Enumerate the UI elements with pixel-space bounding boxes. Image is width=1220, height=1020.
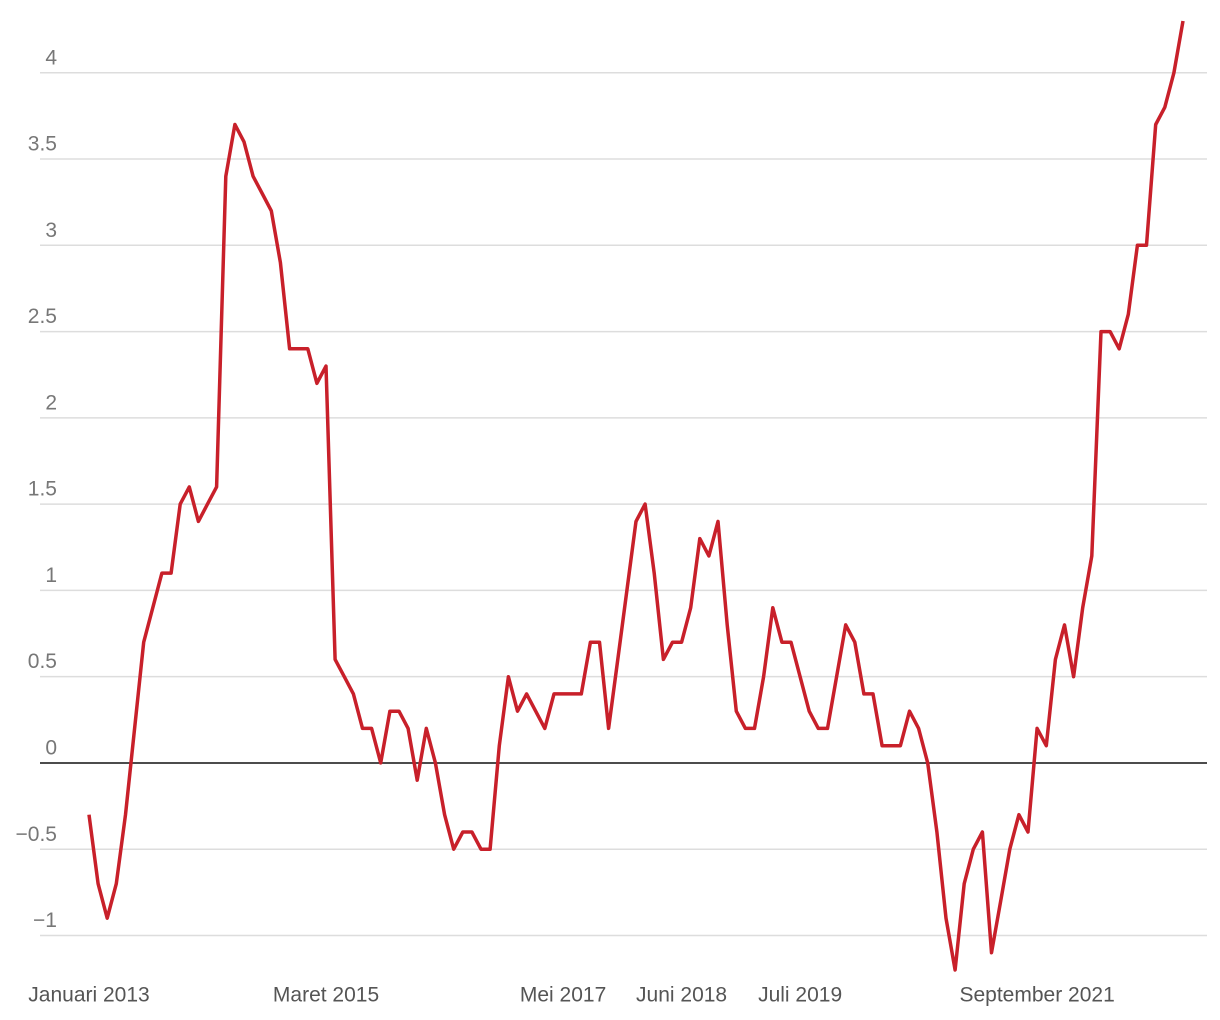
y-tick-label: −1 bbox=[33, 909, 57, 932]
y-tick-label: 0.5 bbox=[28, 650, 57, 673]
x-tick-label: Maret 2015 bbox=[273, 984, 379, 1007]
y-tick-label: 1.5 bbox=[28, 478, 57, 501]
y-tick-label: 3.5 bbox=[28, 133, 57, 156]
y-tick-label: 2.5 bbox=[28, 305, 57, 328]
y-tick-label: −0.5 bbox=[16, 823, 57, 846]
x-tick-label: Juli 2019 bbox=[758, 984, 842, 1007]
y-tick-label: 3 bbox=[45, 219, 57, 242]
y-tick-label: 2 bbox=[45, 391, 57, 414]
x-tick-label: Mei 2017 bbox=[520, 984, 606, 1007]
y-tick-label: 1 bbox=[45, 564, 57, 587]
y-tick-label: 4 bbox=[45, 46, 57, 69]
x-tick-label: September 2021 bbox=[959, 984, 1114, 1007]
x-tick-label: Januari 2013 bbox=[28, 984, 149, 1007]
x-tick-label: Juni 2018 bbox=[636, 984, 727, 1007]
data-line bbox=[87, 20, 1185, 972]
y-tick-label: 0 bbox=[45, 736, 57, 759]
